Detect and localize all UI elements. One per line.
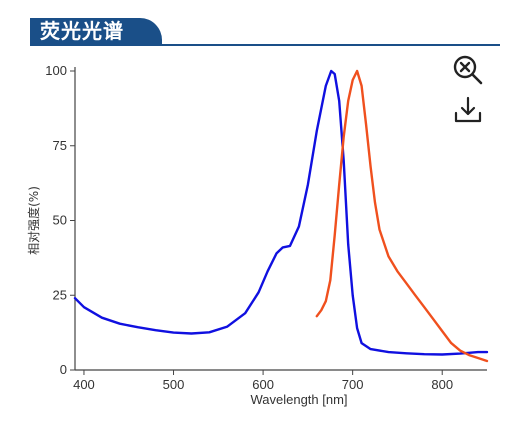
section-header: 荧光光谱 <box>30 18 500 46</box>
y-tick-label: 75 <box>53 138 67 153</box>
y-tick-label: 0 <box>60 362 67 377</box>
excitation-spectrum-line <box>73 69 489 356</box>
y-tick-label: 50 <box>53 213 67 228</box>
section-title: 荧光光谱 <box>40 19 124 43</box>
x-tick-label: 700 <box>342 377 364 392</box>
zoom-reset-icon[interactable] <box>452 54 486 88</box>
x-tick-label: 600 <box>252 377 274 392</box>
section-tab: 荧光光谱 <box>30 18 162 44</box>
y-axis-label: 相对强度(%) <box>26 186 41 255</box>
emission-spectrum-line <box>315 69 489 363</box>
x-tick-label: 500 <box>163 377 185 392</box>
y-tick-label: 25 <box>53 287 67 302</box>
download-icon[interactable] <box>452 94 484 126</box>
x-tick-label: 400 <box>73 377 95 392</box>
x-axis-label: Wavelength [nm] <box>250 392 347 407</box>
y-tick-label: 100 <box>45 63 67 78</box>
x-tick-label: 800 <box>431 377 453 392</box>
